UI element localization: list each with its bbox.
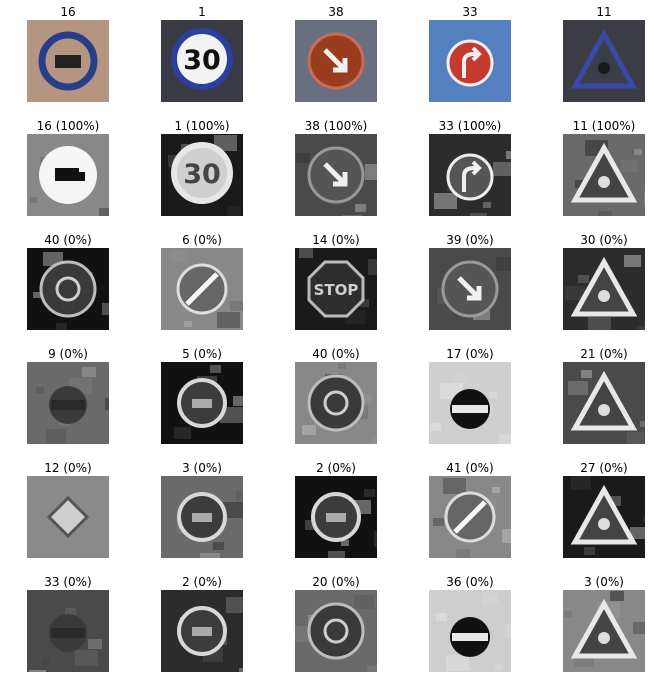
- sign-thumbnail: [295, 590, 377, 672]
- speed-limit-sign-icon: [161, 590, 243, 672]
- warning-triangle-sign-icon: [563, 590, 645, 672]
- sign-thumbnail: [161, 362, 243, 444]
- speed-limit-sign-icon: [161, 362, 243, 444]
- sign-thumbnail: [563, 20, 645, 102]
- cell-title: 38: [328, 5, 344, 19]
- cell-title: 2 (0%): [316, 461, 356, 475]
- sign-thumbnail: [429, 590, 511, 672]
- cell-title: 2 (0%): [182, 575, 222, 589]
- cell-title: 17 (0%): [446, 347, 494, 361]
- cell-title: 30 (0%): [580, 233, 628, 247]
- dark-sign-icon: [27, 362, 109, 444]
- no-entry-sign-icon: [429, 362, 511, 444]
- sign-thumbnail: [27, 476, 109, 558]
- warning-triangle-sign-icon: [563, 362, 645, 444]
- no-trucks-sign-icon: [27, 20, 109, 102]
- sign-thumbnail: [27, 590, 109, 672]
- no-trucks-sign-icon: [27, 134, 109, 216]
- sign-thumbnail: [27, 362, 109, 444]
- sign-thumbnail: [429, 248, 511, 330]
- cell-title: 33: [462, 5, 478, 19]
- keep-left-sign-icon: [429, 248, 511, 330]
- warning-triangle-sign-icon: [563, 248, 645, 330]
- cell-title: 20 (0%): [312, 575, 360, 589]
- turn-right-ahead-sign-icon: [429, 134, 511, 216]
- roundabout-sign-icon: [295, 362, 377, 444]
- sign-thumbnail: [429, 20, 511, 102]
- cell-title: 3 (0%): [182, 461, 222, 475]
- stop-sign-icon: STOP: [295, 248, 377, 330]
- cell-title: 11: [596, 5, 612, 19]
- cell-title: 36 (0%): [446, 575, 494, 589]
- svg-text:STOP: STOP: [314, 281, 359, 299]
- keep-right-sign-icon: [295, 134, 377, 216]
- cell-title: 5 (0%): [182, 347, 222, 361]
- cell-title: 40 (0%): [44, 233, 92, 247]
- pedestrian-triangle-sign-icon: [563, 476, 645, 558]
- cell-title: 16: [60, 5, 76, 19]
- sign-thumbnail: [429, 134, 511, 216]
- speed-limit-30-sign-icon: 30: [161, 134, 243, 216]
- sign-thumbnail: [563, 476, 645, 558]
- sign-thumbnail: [295, 134, 377, 216]
- speed-limit-sign-icon: [161, 476, 243, 558]
- cell-title: 33 (100%): [438, 119, 502, 133]
- cell-title: 33 (0%): [44, 575, 92, 589]
- cell-title: 1: [198, 5, 206, 19]
- sign-thumbnail: [161, 476, 243, 558]
- roundabout-sign-icon: [295, 590, 377, 672]
- sign-thumbnail: 30: [161, 20, 243, 102]
- roundabout-sign-icon: [27, 248, 109, 330]
- sign-thumbnail: [563, 134, 645, 216]
- cell-title: 40 (0%): [312, 347, 360, 361]
- cell-title: 1 (100%): [174, 119, 230, 133]
- keep-right-sign-icon: [295, 20, 377, 102]
- sign-thumbnail: [295, 362, 377, 444]
- sign-thumbnail: [295, 20, 377, 102]
- cell-title: 27 (0%): [580, 461, 628, 475]
- cell-title: 12 (0%): [44, 461, 92, 475]
- sign-thumbnail: [27, 20, 109, 102]
- sign-thumbnail: [295, 476, 377, 558]
- cell-title: 14 (0%): [312, 233, 360, 247]
- speed-limit-30-sign-icon: 30: [161, 20, 243, 102]
- dark-sign-icon: [27, 590, 109, 672]
- sign-thumbnail: 30: [161, 134, 243, 216]
- no-entry-sign-icon: [429, 590, 511, 672]
- cell-title: 38 (100%): [304, 119, 368, 133]
- cell-title: 3 (0%): [584, 575, 624, 589]
- sign-thumbnail: [563, 590, 645, 672]
- cell-title: 16 (100%): [36, 119, 100, 133]
- cell-title: 11 (100%): [572, 119, 636, 133]
- turn-right-ahead-sign-icon: [429, 20, 511, 102]
- sign-thumbnail: [429, 362, 511, 444]
- sign-thumbnail: [27, 134, 109, 216]
- end-of-limit-sign-icon: [429, 476, 511, 558]
- end-of-limit-sign-icon: [161, 248, 243, 330]
- sign-thumbnail: STOP: [295, 248, 377, 330]
- warning-triangle-sign-icon: [563, 134, 645, 216]
- sign-thumbnail: [429, 476, 511, 558]
- svg-text:30: 30: [183, 159, 221, 190]
- cell-title: 6 (0%): [182, 233, 222, 247]
- cell-title: 21 (0%): [580, 347, 628, 361]
- svg-text:30: 30: [183, 45, 221, 76]
- sign-thumbnail: [563, 362, 645, 444]
- cell-title: 39 (0%): [446, 233, 494, 247]
- right-of-way-triangle-sign-icon: [563, 20, 645, 102]
- sign-thumbnail: [27, 248, 109, 330]
- speed-limit-sign-icon: [295, 476, 377, 558]
- sign-thumbnail: [161, 590, 243, 672]
- sign-thumbnail: [161, 248, 243, 330]
- sign-thumbnail: [563, 248, 645, 330]
- priority-road-sign-icon: [27, 476, 109, 558]
- cell-title: 41 (0%): [446, 461, 494, 475]
- cell-title: 9 (0%): [48, 347, 88, 361]
